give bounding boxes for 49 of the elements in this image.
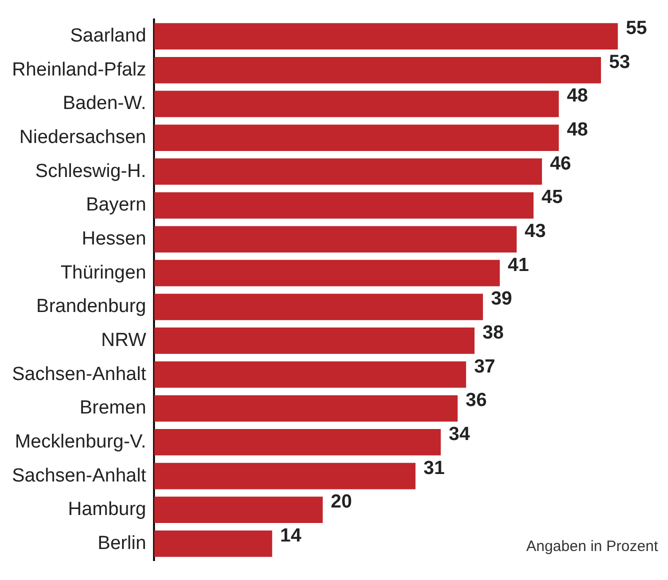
bar bbox=[154, 429, 441, 456]
data-label: 55 bbox=[626, 18, 648, 40]
bar bbox=[154, 294, 483, 320]
bar bbox=[154, 23, 618, 50]
bar bbox=[154, 226, 517, 252]
bar bbox=[154, 56, 601, 84]
data-label: 41 bbox=[508, 254, 530, 276]
y-tick-label: Schleswig-H. bbox=[35, 160, 146, 182]
y-tick-label: Hessen bbox=[82, 228, 146, 250]
data-label: 34 bbox=[448, 424, 470, 445]
data-label: 31 bbox=[424, 458, 446, 479]
data-label: 37 bbox=[474, 356, 496, 378]
y-tick-label: Baden-W. bbox=[62, 93, 146, 114]
y-tick-label: Hamburg bbox=[68, 499, 146, 520]
data-label: 20 bbox=[330, 492, 352, 513]
bar bbox=[154, 192, 534, 219]
bar bbox=[154, 462, 416, 490]
y-tick-label: Berlin bbox=[98, 532, 146, 554]
bar bbox=[154, 361, 466, 388]
bar bbox=[154, 124, 559, 151]
bar bbox=[154, 496, 323, 524]
y-tick-label: Bayern bbox=[86, 194, 146, 216]
data-label: 14 bbox=[280, 525, 302, 546]
data-label: 46 bbox=[550, 153, 572, 174]
bar bbox=[154, 158, 542, 185]
y-tick-label: Mecklenburg-V. bbox=[14, 431, 146, 452]
annotation: Angaben in Prozent bbox=[526, 538, 659, 556]
data-label: 45 bbox=[542, 187, 564, 208]
y-tick-label: Brandenburg bbox=[36, 296, 146, 318]
bar bbox=[154, 260, 500, 286]
y-tick-label: Sachsen-Anhalt bbox=[12, 364, 147, 385]
data-label: 36 bbox=[466, 390, 487, 412]
y-tick-label: NRW bbox=[101, 330, 146, 351]
bar bbox=[154, 530, 272, 557]
data-label: 39 bbox=[490, 288, 512, 310]
y-tick-label: Rheinland-Pfalz bbox=[12, 59, 146, 80]
bar bbox=[154, 90, 559, 118]
data-label: 38 bbox=[482, 322, 504, 344]
data-label: 43 bbox=[524, 220, 546, 242]
bar bbox=[154, 328, 475, 354]
y-tick-label: Sachsen-Anhalt bbox=[12, 465, 147, 486]
data-label: 48 bbox=[566, 86, 588, 107]
y-tick-label: Bremen bbox=[80, 398, 146, 419]
y-tick-label: Saarland bbox=[70, 26, 146, 47]
data-label: 53 bbox=[608, 52, 630, 73]
y-tick-label: Thüringen bbox=[60, 262, 146, 284]
y-tick-label: Niedersachsen bbox=[19, 127, 146, 148]
data-label: 48 bbox=[566, 120, 588, 141]
bar bbox=[154, 395, 458, 422]
